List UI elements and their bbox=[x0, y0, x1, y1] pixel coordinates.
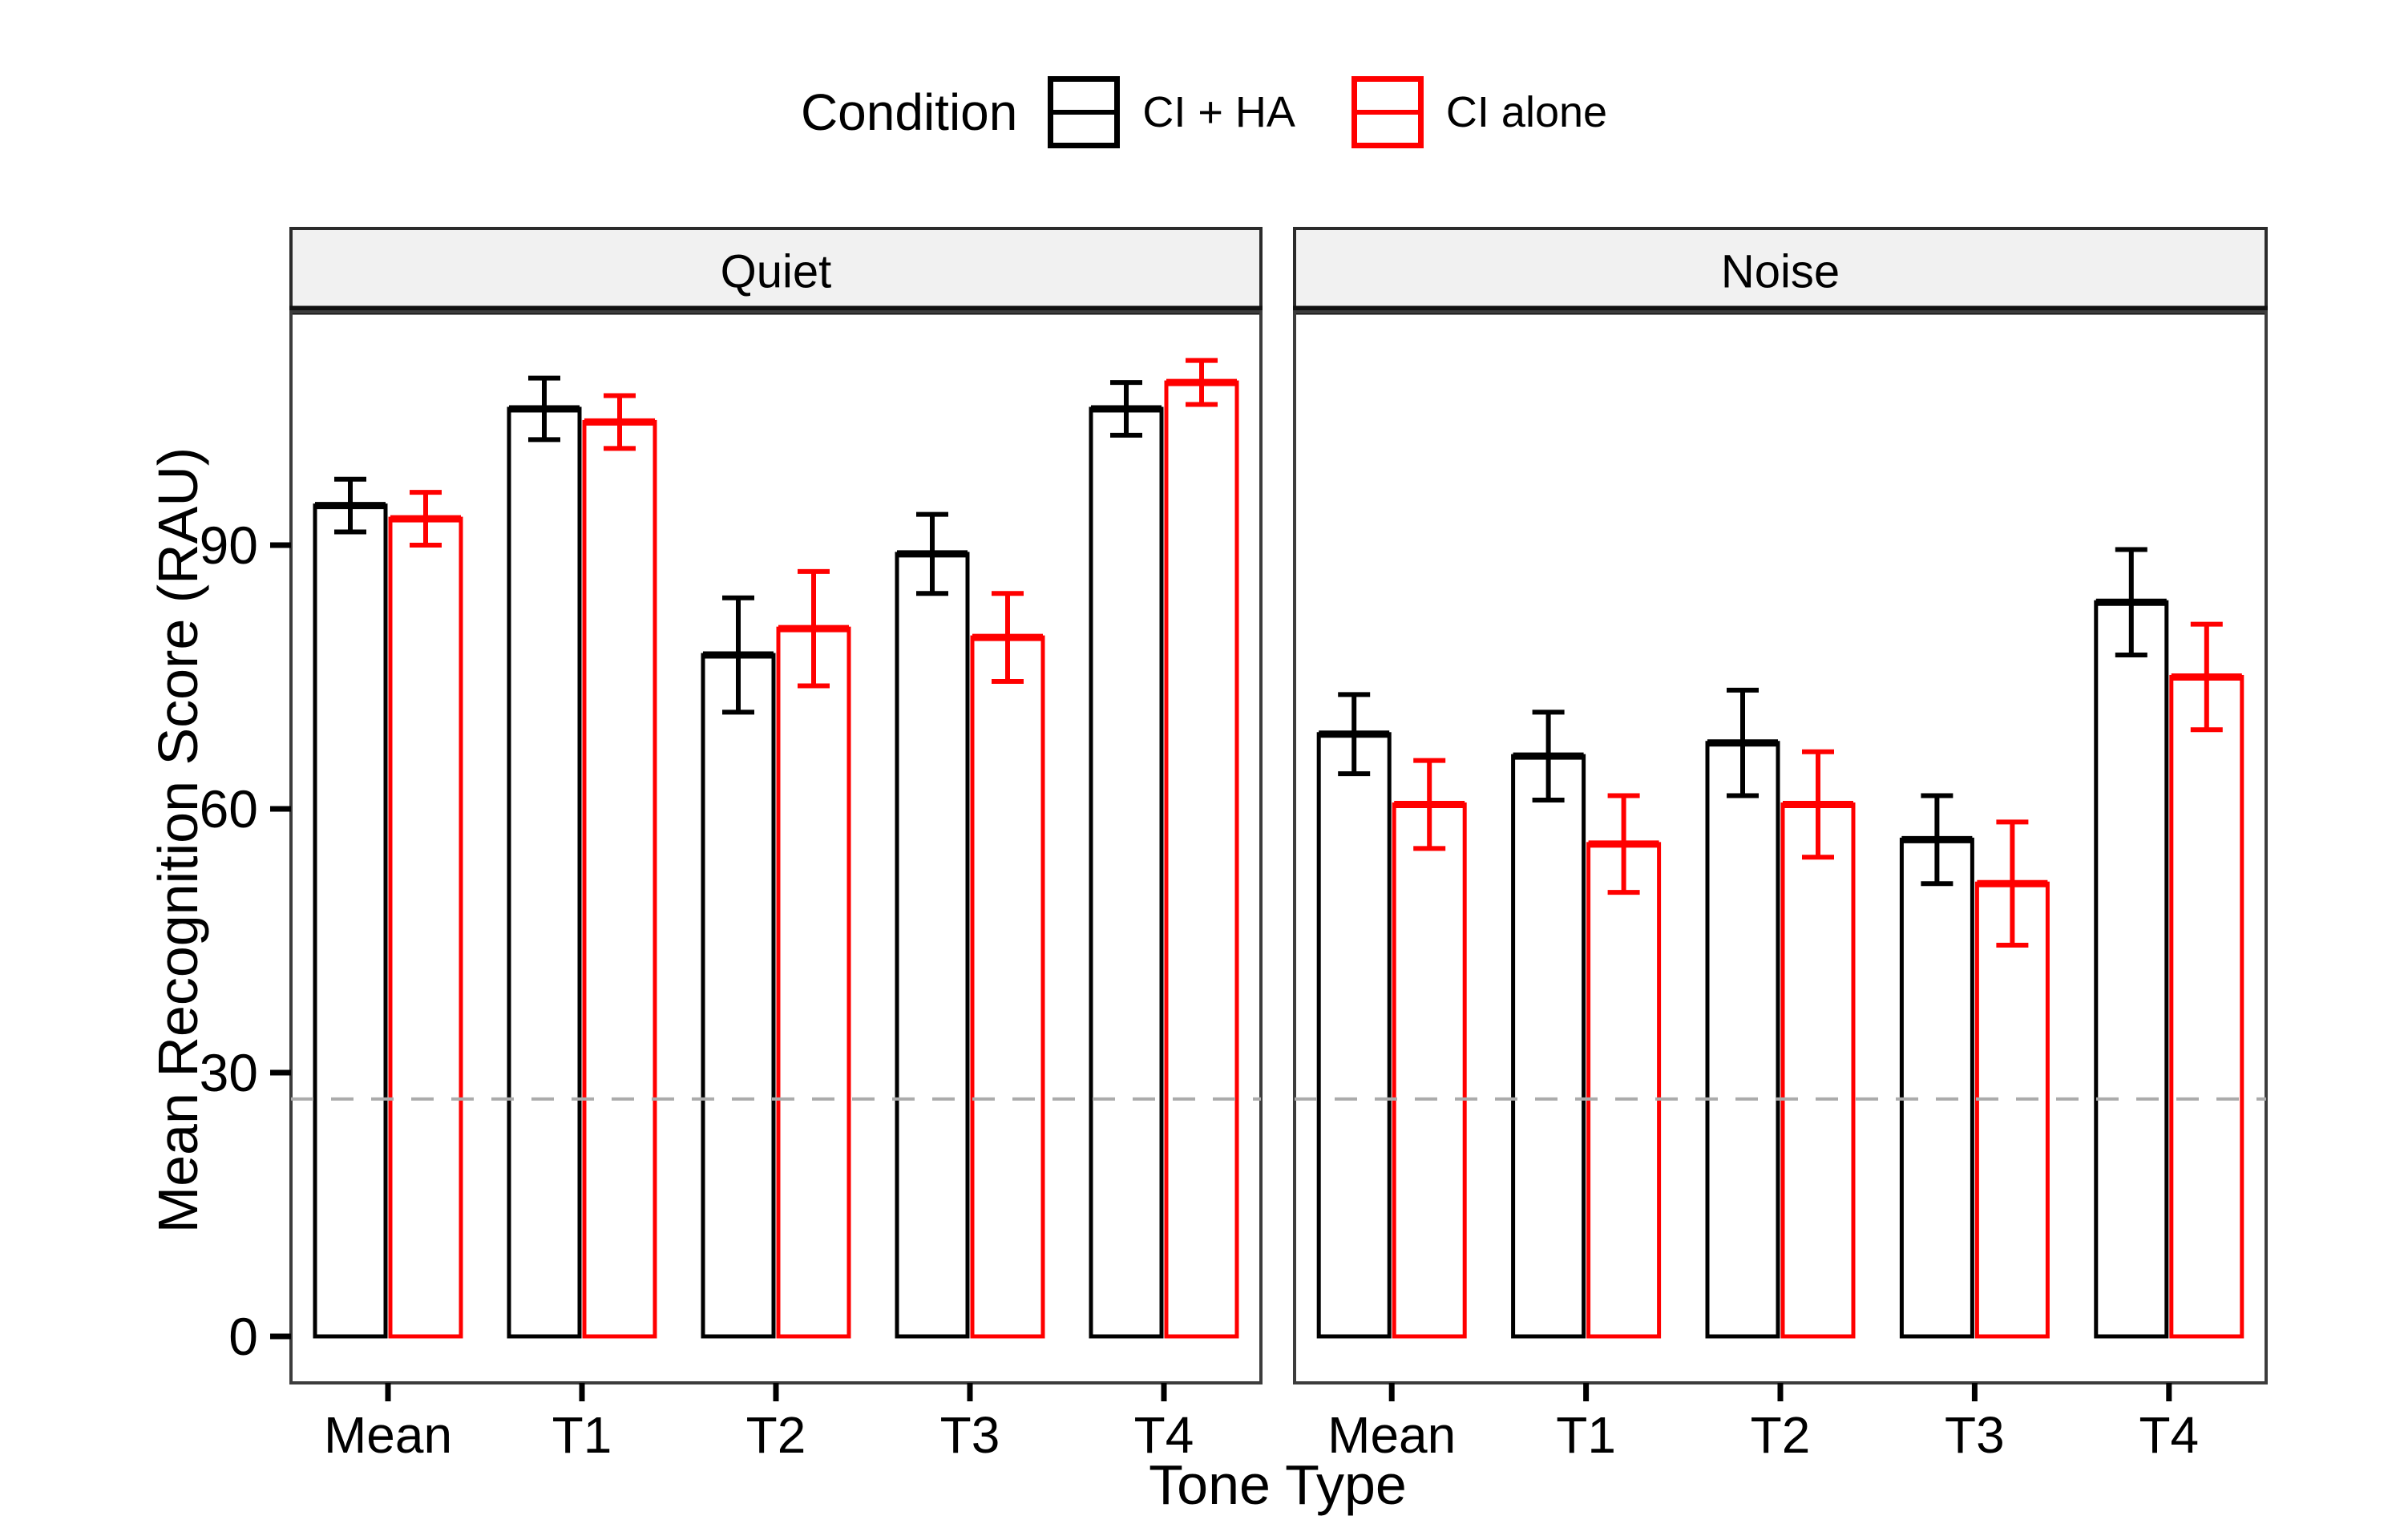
bar bbox=[1392, 802, 1467, 1339]
facet-label: Noise bbox=[1721, 246, 1840, 298]
facet-label: Quiet bbox=[721, 246, 832, 298]
legend-title: Condition bbox=[800, 83, 1018, 141]
legend: Condition CI + HA CI alone bbox=[0, 76, 2408, 148]
x-tick-label: T2 bbox=[1751, 1406, 1811, 1464]
y-tick-label: 60 bbox=[200, 779, 258, 839]
x-tick-label: T4 bbox=[1134, 1406, 1194, 1464]
bar bbox=[2169, 674, 2244, 1339]
x-tick-label: T2 bbox=[746, 1406, 806, 1464]
bar bbox=[2094, 600, 2169, 1339]
legend-key-errorbar-line-icon bbox=[1356, 110, 1418, 115]
bar bbox=[1705, 741, 1780, 1339]
bar bbox=[313, 503, 388, 1339]
x-tick-label: T1 bbox=[552, 1406, 612, 1464]
legend-key-ci-ha-icon bbox=[1048, 76, 1121, 148]
bar bbox=[895, 552, 970, 1339]
bar bbox=[1586, 842, 1662, 1339]
bar bbox=[1511, 754, 1586, 1339]
bar bbox=[1089, 406, 1164, 1339]
legend-label-ci-alone: CI alone bbox=[1445, 88, 1608, 136]
legend-key-ci-alone-icon bbox=[1351, 76, 1424, 148]
bar bbox=[776, 626, 851, 1339]
y-tick-label: 90 bbox=[200, 515, 258, 575]
y-tick-label: 30 bbox=[200, 1043, 258, 1102]
bar bbox=[1780, 802, 1856, 1339]
bar bbox=[507, 406, 582, 1339]
y-tick-label: 0 bbox=[228, 1307, 258, 1366]
bar bbox=[1974, 881, 2050, 1339]
x-tick-label: T4 bbox=[2139, 1406, 2199, 1464]
legend-label-ci-ha: CI + HA bbox=[1142, 88, 1295, 136]
bar bbox=[970, 635, 1045, 1339]
bar bbox=[582, 419, 657, 1339]
bar bbox=[1164, 380, 1239, 1339]
x-tick-label: T1 bbox=[1556, 1406, 1616, 1464]
bar bbox=[701, 653, 776, 1339]
bar bbox=[388, 516, 463, 1339]
legend-key-errorbar-line-icon bbox=[1053, 110, 1115, 115]
bar bbox=[1316, 732, 1392, 1339]
x-tick-label: Mean bbox=[1327, 1406, 1456, 1464]
x-tick-label: T3 bbox=[940, 1406, 1000, 1464]
x-tick-label: T3 bbox=[1945, 1406, 2005, 1464]
x-axis-title: Tone Type bbox=[1149, 1453, 1407, 1516]
bar bbox=[1899, 837, 1974, 1339]
facet-strip bbox=[289, 227, 1263, 310]
y-axis-title: Mean Recognition Score (RAU) bbox=[147, 447, 209, 1234]
x-tick-label: Mean bbox=[324, 1406, 452, 1464]
